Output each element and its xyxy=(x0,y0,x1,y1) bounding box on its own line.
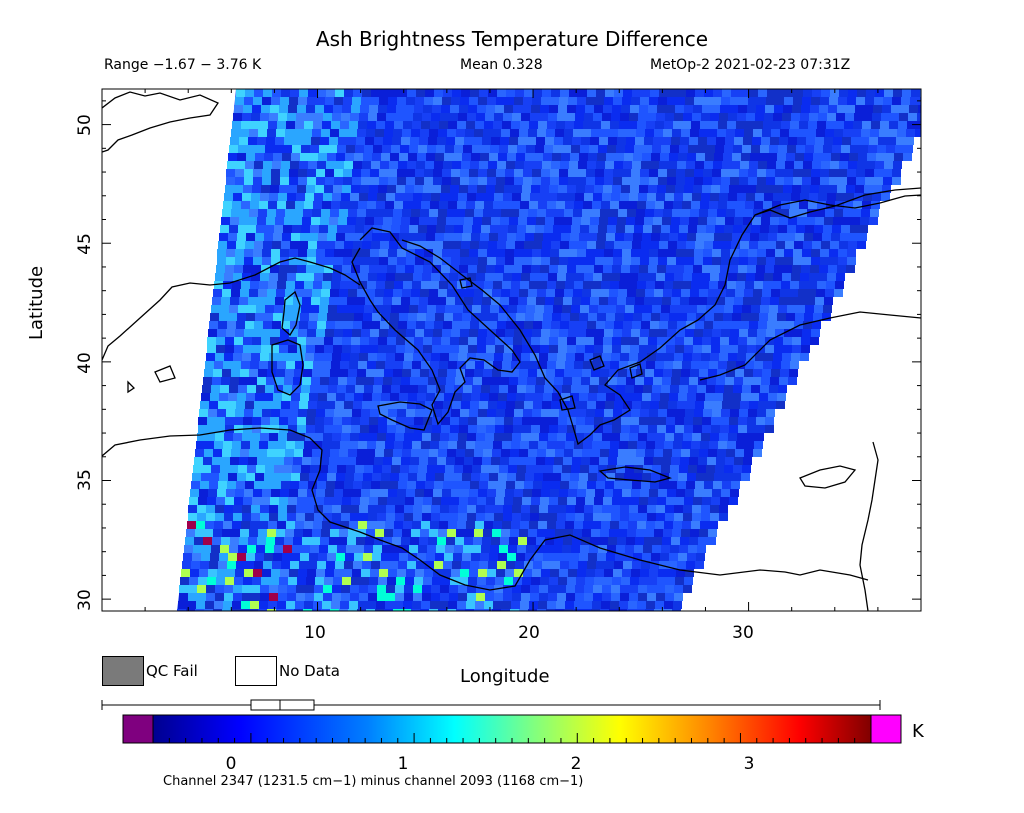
plot-frame xyxy=(101,88,922,612)
colorbar-tick-2: 2 xyxy=(571,754,582,774)
colorbar-tick-1: 1 xyxy=(398,754,409,774)
range-text: Range −1.67 − 3.76 K xyxy=(104,57,262,73)
map-title: Ash Brightness Temperature Difference xyxy=(315,27,709,51)
colorbar-tick-0: 0 xyxy=(226,754,237,774)
colorbar-underflow xyxy=(122,714,154,744)
coastlines xyxy=(102,91,921,611)
satellite-timestamp: MetOp-2 2021-02-23 07:31Z xyxy=(650,57,851,73)
colorbar-overflow xyxy=(870,714,902,744)
qc-fail-label: QC Fail xyxy=(146,662,198,680)
no-data-swatch xyxy=(235,656,277,686)
x-tick-label-10: 10 xyxy=(304,623,326,643)
colorbar-tick-3: 3 xyxy=(744,754,755,774)
y-tick-label-40: 40 xyxy=(75,352,95,374)
channel-footnote: Channel 2347 (1231.5 cm−1) minus channel… xyxy=(163,774,584,789)
x-axis-label: Longitude xyxy=(460,666,550,687)
axis-tick-marks xyxy=(101,89,922,611)
y-tick-label-30: 30 xyxy=(75,589,95,611)
mean-text: Mean 0.328 xyxy=(460,57,543,73)
y-axis-label: Latitude xyxy=(26,265,47,340)
x-tick-label-30: 30 xyxy=(732,623,754,643)
data-pixels xyxy=(177,89,921,611)
x-tick-label-20: 20 xyxy=(518,623,540,643)
no-data-label: No Data xyxy=(279,662,340,680)
colorbar-ticks xyxy=(168,733,856,743)
y-tick-label-50: 50 xyxy=(75,114,95,136)
colorbar-unit: K xyxy=(912,721,924,742)
y-tick-label-35: 35 xyxy=(75,469,95,491)
qc-fail-swatch xyxy=(102,656,144,686)
y-tick-label-45: 45 xyxy=(75,233,95,255)
mean-indicator xyxy=(101,699,881,711)
